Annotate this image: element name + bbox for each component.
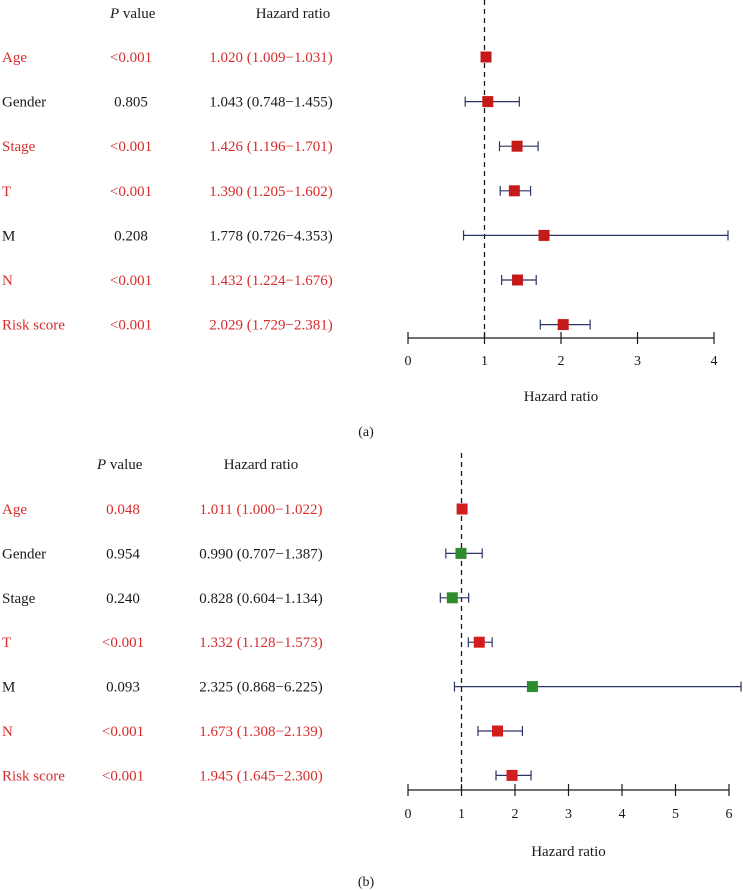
row-hr-text: 1.778 (0.726−4.353) [209,228,332,244]
pvalue-header-italic: P [96,457,106,473]
row-hr-text: 1.011 (1.000−1.022) [200,502,323,518]
hr-point-box [506,769,518,781]
row-label: Gender [2,546,46,562]
pvalue-header-rest: value [106,457,143,473]
x-tick-label: 1 [458,807,465,822]
row-hr-text: 2.029 (1.729−2.381) [209,318,332,334]
pvalue-header-rest: value [119,6,156,22]
x-tick-label: 4 [619,807,626,822]
row-pvalue: <0.001 [110,184,152,200]
row-hr-text: 1.426 (1.196−1.701) [209,139,332,155]
row-label: Gender [2,95,46,111]
row-pvalue: 0.805 [114,95,148,111]
hr-point-box [456,503,468,515]
x-tick-label: 4 [711,354,718,369]
x-axis-label: Hazard ratio [524,389,599,405]
hr-header: Hazard ratio [256,6,331,22]
row-pvalue: <0.001 [110,273,152,289]
row-label: Stage [2,139,36,155]
pvalue-header: P value [96,457,143,473]
row-label: T [2,184,11,200]
row-pvalue: 0.954 [106,546,140,562]
panel-label: (b) [358,875,375,890]
row-label: M [2,228,15,244]
hr-point-box [557,319,569,331]
panel-label: (a) [358,425,374,440]
hr-point-box [480,51,492,63]
row-hr-text: 2.325 (0.868−6.225) [199,680,322,696]
hr-point-box [455,547,467,559]
row-hr-text: 0.828 (0.604−1.134) [199,591,322,607]
row-hr-text: 1.432 (1.224−1.676) [209,273,332,289]
row-pvalue: 0.208 [114,228,148,244]
row-label: T [2,635,11,651]
hr-point-box [538,229,550,241]
hr-point-box [492,725,504,737]
row-pvalue: <0.001 [110,50,152,66]
row-pvalue: <0.001 [110,139,152,155]
pvalue-header: P value [109,6,156,22]
hr-point-box [446,592,458,604]
row-hr-text: 1.043 (0.748−1.455) [209,95,332,111]
hr-point-box [482,96,494,108]
x-tick-label: 2 [558,354,565,369]
row-pvalue: 0.093 [106,680,140,696]
x-tick-label: 2 [512,807,519,822]
x-tick-label: 0 [405,807,412,822]
x-tick-label: 0 [405,354,412,369]
row-pvalue: <0.001 [102,768,144,784]
row-label: Stage [2,591,36,607]
row-pvalue: 0.048 [106,502,140,518]
x-tick-label: 5 [672,807,679,822]
row-hr-text: 1.332 (1.128−1.573) [199,635,322,651]
hr-point-box [511,140,523,152]
row-label: N [2,724,13,740]
x-tick-label: 1 [481,354,488,369]
row-hr-text: 1.390 (1.205−1.602) [209,184,332,200]
x-axis-label: Hazard ratio [531,844,606,860]
row-hr-text: 1.673 (1.308−2.139) [199,724,322,740]
forest-panel-a: P value Hazard ratio Age <0.001 1.020 (1.009… [2,0,729,440]
x-tick-label: 6 [726,807,733,822]
pvalue-header-italic: P [109,6,119,22]
row-label: N [2,273,13,289]
hr-point-box [512,274,524,286]
row-label: Risk score [2,768,65,784]
row-hr-text: 1.945 (1.645−2.300) [199,768,322,784]
row-label: Age [2,502,27,518]
x-tick-label: 3 [634,354,641,369]
row-pvalue: <0.001 [102,724,144,740]
forest-panel-b: P value Hazard ratio Age 0.048 1.011 (1.000−… [2,453,742,890]
hr-header: Hazard ratio [224,457,299,473]
row-label: Age [2,50,27,66]
row-label: M [2,680,15,696]
row-hr-text: 1.020 (1.009−1.031) [209,50,332,66]
row-pvalue: 0.240 [106,591,140,607]
row-hr-text: 0.990 (0.707−1.387) [199,546,322,562]
row-label: Risk score [2,318,65,334]
hr-point-box [526,681,538,693]
row-pvalue: <0.001 [102,635,144,651]
row-pvalue: <0.001 [110,318,152,334]
hr-point-box [473,636,485,648]
x-tick-label: 3 [565,807,572,822]
hr-point-box [508,185,520,197]
